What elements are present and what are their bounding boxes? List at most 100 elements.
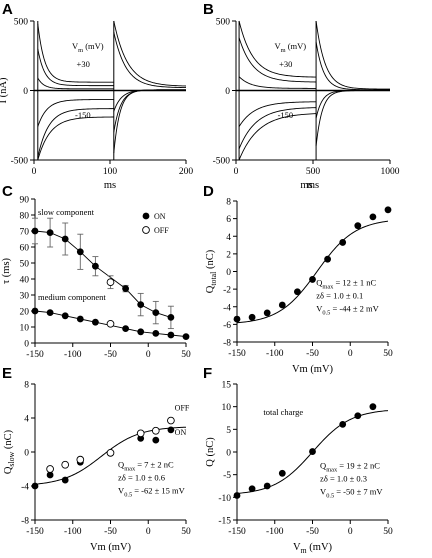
data-point-filled [92,318,99,326]
y-axis-label: I (nA) [0,77,9,103]
x-axis-label: ms [307,180,319,191]
legend-marker-off [142,226,150,234]
y-tick-label: 15 [222,381,232,391]
data-point-filled [152,330,160,337]
legend-marker-on [142,212,150,220]
annotation-total-charge: total charge [263,407,303,417]
fit-parameter-text: V0.5 = -50 ± 7 mV [320,486,383,499]
data-point-filled [167,426,175,434]
y-tick-label: 10 [20,324,30,334]
x-tick-label: 0 [348,349,353,359]
y-axis-label: Qtotal (nC) [205,249,218,293]
on-current-trace [238,101,317,127]
data-point-filled [31,227,39,235]
legend-label-on: ON [175,428,187,437]
data-point-open [61,460,70,469]
y-tick-label: -4 [223,303,231,313]
y-tick-label: -4 [21,483,29,493]
y-tick-label: 0 [226,449,231,459]
data-point-open [46,465,54,473]
y-tick-label: -15 [218,517,231,527]
x-tick-label: 0 [32,167,37,177]
data-point-filled [263,309,271,317]
off-current-trace [113,89,186,154]
x-tick-label: 0 [146,527,151,537]
y-axis-label: Qslow (nC) [3,429,16,474]
off-current-trace [113,89,186,133]
x-tick-label: -100 [64,350,82,360]
data-point-filled [76,315,84,323]
data-point-filled [167,314,175,321]
fit-parameter-text: Qmax = 12 ± 1 nC [316,278,376,291]
data-point-filled [233,315,241,323]
y-tick-label: -10 [218,494,231,504]
legend-label-off: OFF [175,403,190,412]
on-current-trace [238,37,317,83]
data-point-open [106,449,115,457]
y-tick-label: 20 [20,308,30,318]
x-tick-label: 50 [383,349,393,359]
panel-label-b: B [203,1,214,18]
x-axis-label: ms [104,180,116,191]
off-current-trace [113,20,187,87]
data-point-open [136,429,145,438]
y-tick-label: 8 [24,381,29,391]
data-point-filled [137,301,145,308]
y-tick-label: 4 [226,233,231,243]
y-tick-label: -5 [223,471,231,481]
panel-e-slow-charge: -150 -100 -50 0 50 -8 -4 0 4 8 Qslow (nC) Vm (mV) OF… [3,381,191,554]
on-current-trace [37,99,114,127]
on-current-trace [238,107,317,150]
y-tick-label: -8 [223,339,231,349]
y-tick-label: 0 [24,340,29,350]
y-tick-label: 500 [14,18,29,28]
x-tick-label: -50 [306,349,319,359]
on-current-trace [238,20,317,78]
data-point-filled [61,235,69,243]
y-tick-label: 90 [20,196,30,206]
fit-parameter-text: zδ = 1.0 ± 0.1 [316,291,363,301]
data-point-filled [122,285,129,292]
series-line [34,230,172,318]
y-tick-label: 0 [225,87,230,97]
data-point-filled [233,492,241,499]
on-current-trace [37,48,114,87]
data-point-open [106,319,115,328]
x-axis-label: Vm (mV) [292,364,334,375]
fit-parameter-text: V0.5 = -62 ± 15 mV [118,485,186,498]
data-point-filled [309,276,316,283]
panel-label-f: F [203,365,212,382]
legend-label-off: OFF [154,226,169,235]
y-tick-label: -2 [223,286,231,296]
data-point-open [167,416,175,425]
panel-d-total-charge: -150 -100 -50 0 50 -8 -6 -4 -2 0 2 4 6 8 Qtotal (nC) Vm… [205,180,393,375]
x-tick-label: 50 [181,527,191,537]
data-point-filled [324,255,331,263]
x-tick-label: 50 [383,527,393,537]
data-point-filled [248,313,256,321]
annotation-slow-component: slow component [38,207,95,217]
on-current-trace [37,23,114,83]
y-tick-label: 8 [226,198,231,208]
x-tick-label: -100 [266,527,284,537]
x-tick-label: -150 [26,527,44,537]
data-point-filled [182,333,190,340]
trace-label-plus30: +30 [279,59,292,69]
off-current-trace [315,90,390,147]
data-point-filled [31,307,39,315]
trace-label-minus150: -150 [278,110,294,120]
on-current-trace [37,108,114,158]
y-tick-label: 70 [20,228,30,238]
y-tick-label: 30 [20,292,30,302]
y-tick-label: 6 [226,215,231,225]
y-tick-label: 0 [23,87,28,97]
y-axis-label: τ (ms) [1,257,12,284]
data-point-filled [76,248,84,256]
y-tick-label: -500 [11,157,29,167]
fit-parameter-text: Qmax = 7 ± 2 nC [118,459,174,472]
fit-parameter-text: zδ = 1.0 ± 0.6 [118,472,165,482]
y-tick-label: 10 [222,403,232,413]
